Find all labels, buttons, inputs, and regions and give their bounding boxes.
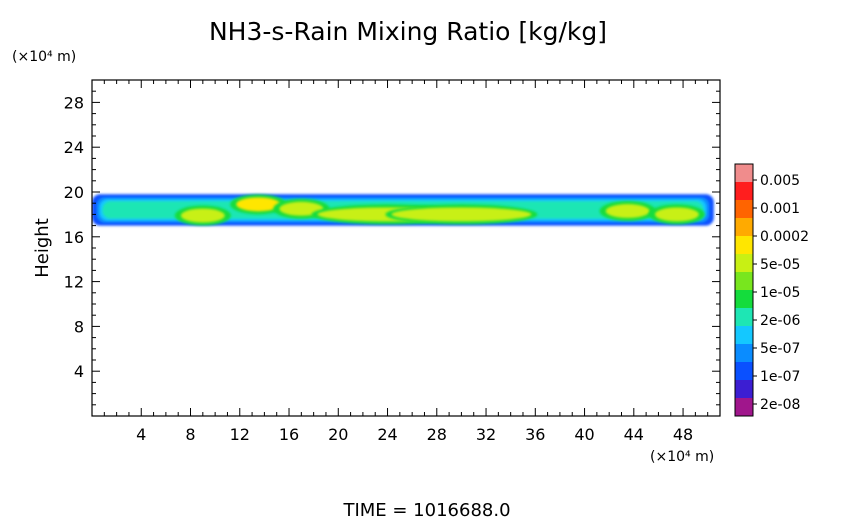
core-inner — [180, 208, 225, 223]
x-axis: 4 8 12 16 20 24 28 32 36 40 44 48 — [103, 80, 709, 444]
colorbar: 0.005 0.001 0.0002 5e-05 1e-05 2e-06 5e-07 1e-0… — [734, 163, 809, 417]
colorbar-cell — [735, 326, 753, 344]
colorbar-label: 2e-08 — [760, 397, 800, 413]
y-unit-label: (×10⁴ m) — [12, 49, 76, 65]
x-unit-label: (×10⁴ m) — [650, 449, 714, 465]
x-tick-label: 4 — [136, 425, 146, 444]
colorbar-cell — [735, 398, 753, 416]
y-axis-label: Height — [32, 218, 53, 278]
core-inner — [391, 207, 532, 222]
y-tick-label: 28 — [64, 93, 84, 112]
core-inner — [605, 204, 650, 219]
colorbar-label: 0.001 — [760, 201, 800, 217]
x-tick-label: 12 — [230, 425, 250, 444]
colorbar-cell — [735, 308, 753, 326]
x-tick-label: 32 — [476, 425, 496, 444]
y-tick-label: 8 — [74, 317, 84, 336]
chart-title: NH3-s-Rain Mixing Ratio [kg/kg] — [209, 17, 607, 46]
colorbar-cell — [735, 362, 753, 380]
x-tick-label: 16 — [279, 425, 299, 444]
colorbar-cell — [735, 290, 753, 308]
y-tick-label: 16 — [64, 228, 84, 247]
y-tick-label: 20 — [64, 183, 84, 202]
colorbar-cell — [735, 380, 753, 398]
colorbar-cell — [735, 254, 753, 272]
x-tick-label: 36 — [525, 425, 545, 444]
colorbar-cell — [735, 182, 753, 200]
colorbar-cell — [735, 272, 753, 290]
colorbar-label: 5e-05 — [760, 257, 800, 273]
colorbar-cell — [735, 200, 753, 218]
colorbar-frame — [734, 163, 754, 417]
cloud-band — [92, 194, 714, 226]
colorbar-label: 1e-05 — [760, 285, 800, 301]
y-tick-label: 4 — [74, 362, 84, 381]
core-inner — [654, 207, 699, 222]
y-axis: 4 8 12 16 20 24 28 — [64, 90, 720, 406]
colorbar-cell — [735, 164, 753, 182]
x-tick-label: 24 — [377, 425, 397, 444]
colorbar-label: 5e-07 — [760, 341, 800, 357]
colorbar-label: 1e-07 — [760, 369, 800, 385]
colorbar-cell — [735, 344, 753, 362]
y-tick-label: 24 — [64, 138, 84, 157]
core-inner — [279, 201, 324, 216]
core-inner — [236, 197, 281, 212]
colorbar-label: 0.005 — [760, 173, 800, 189]
colorbar-label: 2e-06 — [760, 313, 800, 329]
colorbar-cell — [735, 236, 753, 254]
x-tick-label: 44 — [624, 425, 644, 444]
x-tick-label: 20 — [328, 425, 348, 444]
colorbar-cell — [735, 218, 753, 236]
x-tick-label: 8 — [185, 425, 195, 444]
colorbar-label: 0.0002 — [760, 229, 809, 245]
plot-frame — [91, 79, 721, 417]
x-tick-label: 28 — [427, 425, 447, 444]
x-tick-label: 40 — [574, 425, 594, 444]
y-tick-label: 12 — [64, 273, 84, 292]
time-footer: TIME = 1016688.0 — [342, 500, 510, 519]
x-tick-label: 48 — [673, 425, 693, 444]
